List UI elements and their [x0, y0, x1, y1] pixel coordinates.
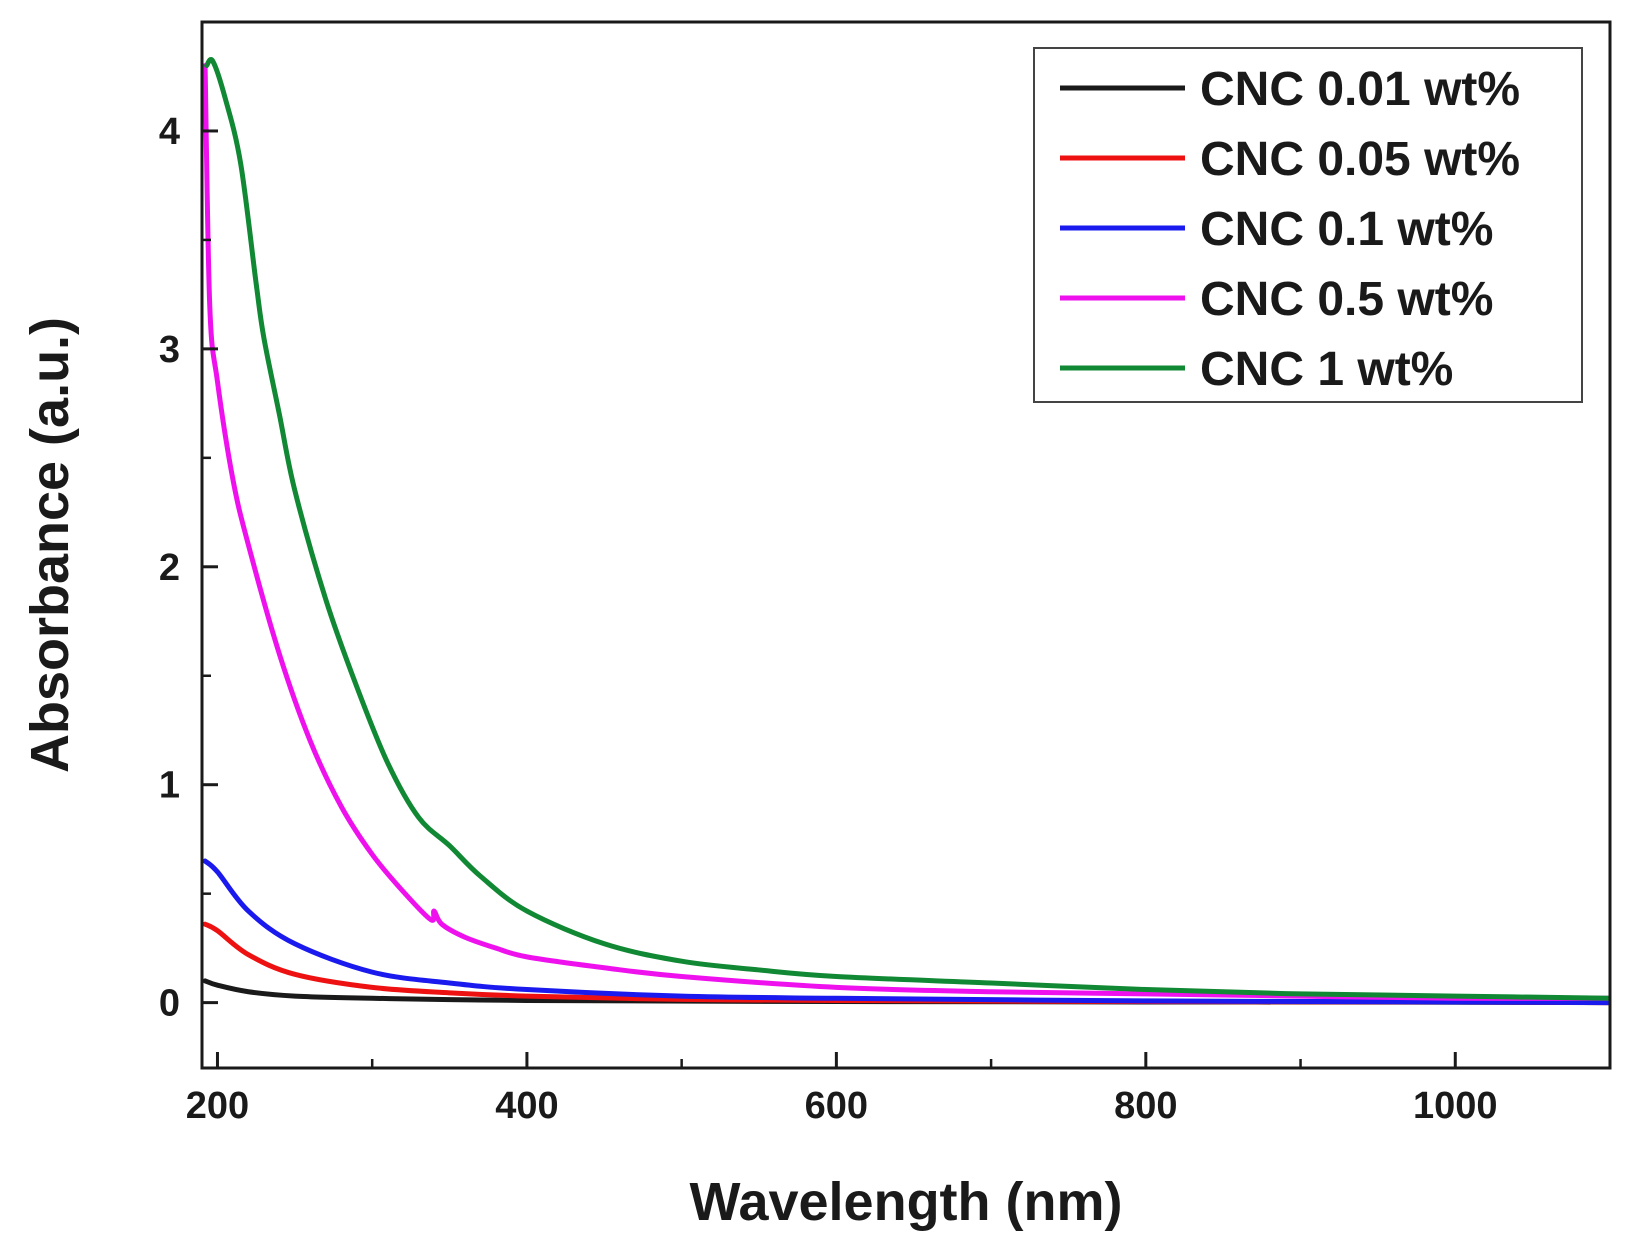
y-tick-label: 0 — [159, 983, 180, 1025]
y-tick-label: 3 — [159, 329, 180, 371]
legend-label-2: CNC 0.1 wt% — [1200, 203, 1493, 256]
series-line-2 — [202, 858, 1610, 1006]
y-axis-title: Absorbance (a.u.) — [20, 317, 80, 773]
series-layer — [202, 57, 1610, 1006]
legend-label-1: CNC 0.05 wt% — [1200, 133, 1520, 186]
x-tick-label: 600 — [805, 1085, 868, 1127]
x-tick-label: 1000 — [1413, 1085, 1498, 1127]
y-tick-label: 1 — [159, 765, 180, 807]
legend: CNC 0.01 wt% CNC 0.05 wt% CNC 0.1 wt% CNC 0… — [1033, 47, 1583, 403]
plot-frame — [200, 20, 1612, 1070]
legend-box — [1033, 47, 1583, 403]
series-line-3 — [202, 63, 1610, 1001]
legend-label-0: CNC 0.01 wt% — [1200, 63, 1520, 116]
legend-label-4: CNC 1 wt% — [1200, 343, 1453, 396]
y-tick-label: 4 — [159, 111, 180, 153]
x-tick-label: 400 — [495, 1085, 558, 1127]
axis-ticks: 200 400 600 800 1000 0 1 2 3 4 — [159, 111, 1498, 1127]
x-tick-label: 800 — [1114, 1085, 1177, 1127]
y-tick-label: 2 — [159, 547, 180, 589]
series-line-4 — [204, 57, 1610, 1001]
x-axis-title: Wavelength (nm) — [689, 1172, 1122, 1232]
x-tick-label: 200 — [186, 1085, 249, 1127]
legend-label-3: CNC 0.5 wt% — [1200, 273, 1493, 326]
